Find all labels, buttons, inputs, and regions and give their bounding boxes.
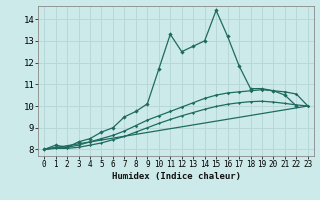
- X-axis label: Humidex (Indice chaleur): Humidex (Indice chaleur): [111, 172, 241, 181]
